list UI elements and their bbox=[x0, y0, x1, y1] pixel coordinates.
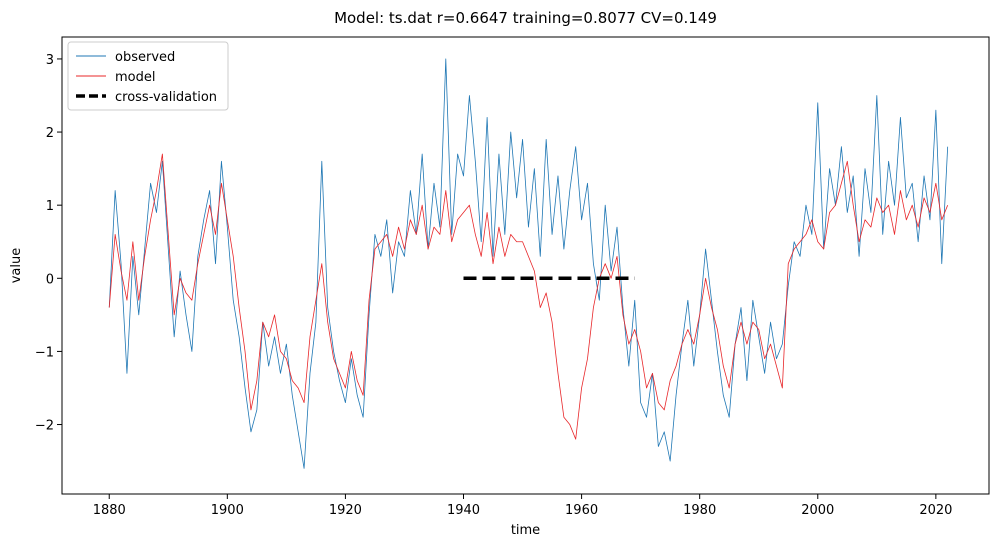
y-tick-label: −2 bbox=[35, 419, 54, 434]
series-layer bbox=[108, 58, 949, 469]
x-axis-label: time bbox=[511, 523, 540, 538]
series-line-observed bbox=[108, 58, 949, 469]
y-tick-label: 1 bbox=[46, 199, 54, 214]
x-tick-label: 1900 bbox=[211, 503, 244, 518]
y-tick-label: −1 bbox=[35, 345, 54, 360]
x-tick-label: 2020 bbox=[919, 503, 952, 518]
y-tick-label: 2 bbox=[46, 126, 54, 141]
x-tick-label: 1880 bbox=[93, 503, 126, 518]
x-tick-label: 1940 bbox=[447, 503, 480, 518]
legend-label-observed: observed bbox=[115, 50, 175, 65]
legend-label-cross-validation: cross-validation bbox=[115, 90, 217, 105]
chart-title: Model: ts.dat r=0.6647 training=0.8077 C… bbox=[334, 9, 717, 27]
legend-label-model: model bbox=[115, 70, 155, 85]
x-tick-label: 1980 bbox=[683, 503, 716, 518]
legend-box bbox=[67, 41, 229, 111]
y-tick-label: 3 bbox=[46, 53, 54, 68]
legend: observed model cross-validation bbox=[67, 41, 229, 111]
y-axis-ticks: −2 −1 0 1 2 3 bbox=[35, 53, 62, 434]
x-axis-ticks: 1880 1900 1920 1940 1960 1980 2000 2020 bbox=[93, 494, 952, 518]
series-line-model bbox=[108, 153, 949, 440]
x-tick-label: 1960 bbox=[565, 503, 598, 518]
axes-frame bbox=[61, 36, 990, 495]
y-tick-label: 0 bbox=[46, 272, 54, 287]
x-tick-label: 1920 bbox=[329, 503, 362, 518]
y-axis-label: value bbox=[9, 248, 24, 284]
x-tick-label: 2000 bbox=[801, 503, 834, 518]
